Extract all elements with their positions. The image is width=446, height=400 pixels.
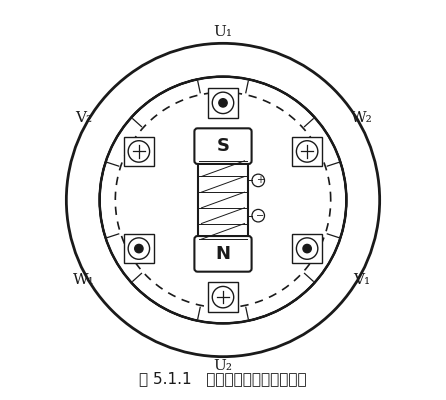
Text: U₁: U₁: [214, 24, 232, 38]
Text: −: −: [256, 211, 264, 221]
Bar: [292, 136, 322, 166]
Bar: [292, 234, 322, 264]
Text: W₁: W₁: [73, 273, 95, 287]
Bar: [208, 88, 238, 118]
Text: V₂: V₂: [75, 111, 92, 125]
Circle shape: [219, 99, 227, 107]
Text: W₂: W₂: [351, 111, 373, 125]
Text: S: S: [216, 137, 230, 155]
Text: 图 5.1.1   三相交流发电机的原理图: 图 5.1.1 三相交流发电机的原理图: [139, 371, 307, 386]
Bar: [208, 282, 238, 312]
FancyBboxPatch shape: [194, 236, 252, 272]
Text: U₂: U₂: [214, 360, 232, 374]
Bar: [198, 161, 248, 239]
Text: +: +: [256, 176, 264, 186]
Circle shape: [135, 244, 143, 253]
Circle shape: [303, 244, 311, 253]
Bar: [124, 136, 154, 166]
FancyBboxPatch shape: [194, 128, 252, 164]
Bar: [124, 234, 154, 264]
Text: N: N: [215, 245, 231, 263]
Text: V₁: V₁: [354, 273, 371, 287]
